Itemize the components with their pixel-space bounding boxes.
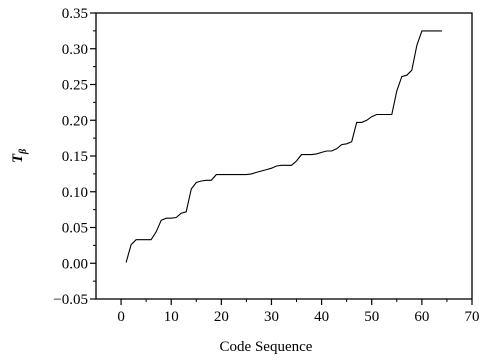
y-tick-label: 0.00 <box>62 256 88 272</box>
y-tick-label: −0.05 <box>53 292 88 308</box>
x-axis-title: Code Sequence <box>220 339 313 355</box>
series-line <box>125 30 442 263</box>
x-axis-tick-labels: 0 10 20 30 40 50 60 70 <box>117 309 479 325</box>
y-tick-label: 0.25 <box>62 78 88 94</box>
x-tick-label: 30 <box>264 309 279 325</box>
x-tick-label: 70 <box>465 309 480 325</box>
y-tick-label: 0.10 <box>62 185 88 201</box>
x-tick-label: 60 <box>414 309 429 325</box>
x-tick-label: 40 <box>314 309 329 325</box>
x-tick-label: 10 <box>164 309 179 325</box>
svg-text:Tβ: Tβ <box>10 148 29 163</box>
x-tick-label: 50 <box>364 309 379 325</box>
x-tick-label: 0 <box>117 309 125 325</box>
y-tick-label: 0.35 <box>62 6 88 22</box>
y-tick-label: 0.20 <box>62 113 88 129</box>
y-axis-title-main: T <box>10 153 26 163</box>
plot-frame <box>95 12 473 300</box>
y-tick-label: 0.15 <box>62 149 88 165</box>
y-axis-title-subscript: β <box>18 148 29 155</box>
y-axis-ticks <box>90 12 96 300</box>
x-axis-ticks <box>120 299 473 305</box>
y-tick-label: 0.05 <box>62 221 88 237</box>
y-axis-tick-labels: −0.05 0.00 0.05 0.10 0.15 0.20 0.25 0.30 0.35 <box>53 6 88 308</box>
y-tick-label: 0.30 <box>62 42 88 58</box>
y-axis-title: Tβ <box>10 148 29 163</box>
x-tick-label: 20 <box>214 309 229 325</box>
